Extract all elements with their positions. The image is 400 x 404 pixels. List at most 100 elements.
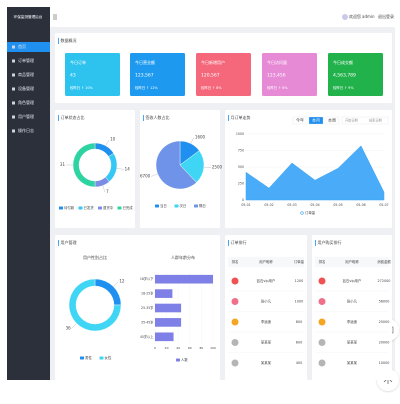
rank-icon	[231, 277, 239, 285]
tab-label[interactable]: 本月	[312, 117, 320, 123]
label-line	[190, 137, 195, 144]
rank-icon	[318, 277, 326, 285]
cell-value: 56000	[379, 300, 390, 304]
stat-label: 今日订单	[70, 59, 86, 65]
label-line	[151, 173, 158, 177]
card-title-bar	[228, 240, 229, 246]
stat-note: 较昨日 ↑ 8%	[201, 85, 222, 90]
tab[interactable]	[292, 116, 308, 125]
bar	[155, 274, 213, 284]
legend-label: 人数	[181, 357, 188, 362]
card	[312, 235, 392, 380]
y-tick-label: 35-45岁	[141, 319, 153, 324]
cell-value: 25000	[379, 320, 390, 324]
chart-title: 用户性别占比	[83, 254, 107, 260]
cell-name: 张小凡	[347, 299, 358, 304]
label-line	[102, 185, 106, 193]
x-tick-label: 05-02	[264, 203, 273, 207]
cell-value: 800	[296, 320, 302, 324]
cell-value: 400	[296, 361, 302, 365]
slice-label: 10	[110, 137, 116, 142]
menu-item[interactable]: 首页	[18, 43, 26, 49]
bar	[155, 318, 182, 327]
menu-item[interactable]: 用户管理	[18, 113, 34, 119]
legend-label: 订单量	[305, 210, 316, 215]
legend-label: 女性	[105, 355, 112, 360]
menu-item[interactable]: 角色管理	[18, 99, 34, 105]
legend-label: 已发货	[84, 205, 95, 210]
legend-swatch	[194, 204, 198, 208]
tab[interactable]	[308, 116, 324, 125]
cell-value: 10000	[379, 361, 390, 365]
card-title: 用户管理	[61, 239, 77, 245]
legend-swatch	[99, 356, 104, 360]
stat-card	[196, 53, 251, 96]
rank-icon	[318, 339, 326, 346]
y-tick-label: 1000	[236, 132, 244, 136]
menu-icon	[12, 101, 15, 105]
label-line	[105, 139, 110, 146]
card-title-bar	[58, 115, 59, 121]
stat-note: 较昨日 ↑ 10%	[70, 85, 93, 90]
table-header	[315, 257, 389, 267]
rank-icon	[318, 359, 326, 367]
menu-item[interactable]: 设备管理	[18, 85, 34, 91]
menu-icon	[12, 115, 15, 119]
app-title: 环保监测管理后台	[14, 14, 43, 19]
tab-label[interactable]: 本周	[328, 117, 336, 123]
slice-label: 31	[60, 162, 66, 167]
stat-value: 120,567	[201, 73, 220, 79]
bar	[155, 303, 182, 313]
slice-label: 36	[66, 325, 72, 330]
logout[interactable]: 退出登录	[378, 13, 394, 19]
card-title-bar	[58, 38, 59, 44]
cell-name: 李逍遥	[261, 319, 272, 324]
y-tick-label: 45岁以上	[140, 334, 154, 339]
stat-value: 4,563,789	[333, 73, 356, 79]
card-title-bar	[315, 240, 316, 246]
legend-label: 次日	[180, 203, 187, 208]
slice	[68, 278, 122, 332]
x-tick-label: 40	[176, 346, 180, 350]
legend-swatch	[300, 211, 304, 215]
stat-value: 43	[70, 73, 76, 79]
x-tick-label: 05-07	[379, 203, 388, 207]
header	[50, 7, 395, 27]
menu-toggle[interactable]	[53, 14, 57, 20]
column-header: 用户昵称	[345, 259, 359, 264]
legend-swatch	[176, 358, 180, 362]
column-header: 用户昵称	[259, 259, 273, 264]
slice-label: 6700	[140, 173, 151, 178]
legend-label: 男性	[85, 355, 92, 360]
menu-icon	[12, 87, 15, 91]
menu-icon	[12, 73, 15, 77]
legend-swatch	[117, 206, 122, 210]
card-title: 用户购买排行	[318, 239, 342, 245]
cell-value: 1200	[295, 279, 304, 283]
cell-value: 1000	[295, 300, 304, 304]
card-title-bar	[228, 115, 229, 121]
date-range[interactable]	[341, 116, 389, 125]
cell-name: 李逍遥	[347, 319, 358, 324]
y-tick-label: 0	[242, 198, 244, 202]
legend-swatch	[174, 204, 179, 208]
card-title-bar	[58, 240, 59, 246]
menu-item[interactable]: 商品管理	[18, 71, 34, 77]
cell-name: 钻石vip用户	[257, 278, 276, 283]
rank-icon	[231, 339, 239, 346]
label-line	[71, 323, 77, 329]
label-line	[203, 166, 211, 168]
tab-label[interactable]: 今年	[296, 117, 304, 123]
tab[interactable]	[324, 116, 340, 125]
cell-value: 600	[296, 341, 302, 345]
menu-item[interactable]: 操作日志	[18, 127, 34, 133]
stat-card	[65, 53, 120, 96]
menu-item[interactable]: 订单管理	[18, 57, 34, 63]
x-tick-label: 05-03	[287, 203, 296, 207]
stat-card	[262, 53, 317, 96]
rank-icon	[318, 298, 326, 305]
x-tick-label: 20	[165, 346, 169, 350]
slice-label: 12	[119, 279, 125, 284]
cell-name: 钻石vip用户	[343, 278, 362, 283]
card-title: 月订单走势	[231, 114, 251, 120]
